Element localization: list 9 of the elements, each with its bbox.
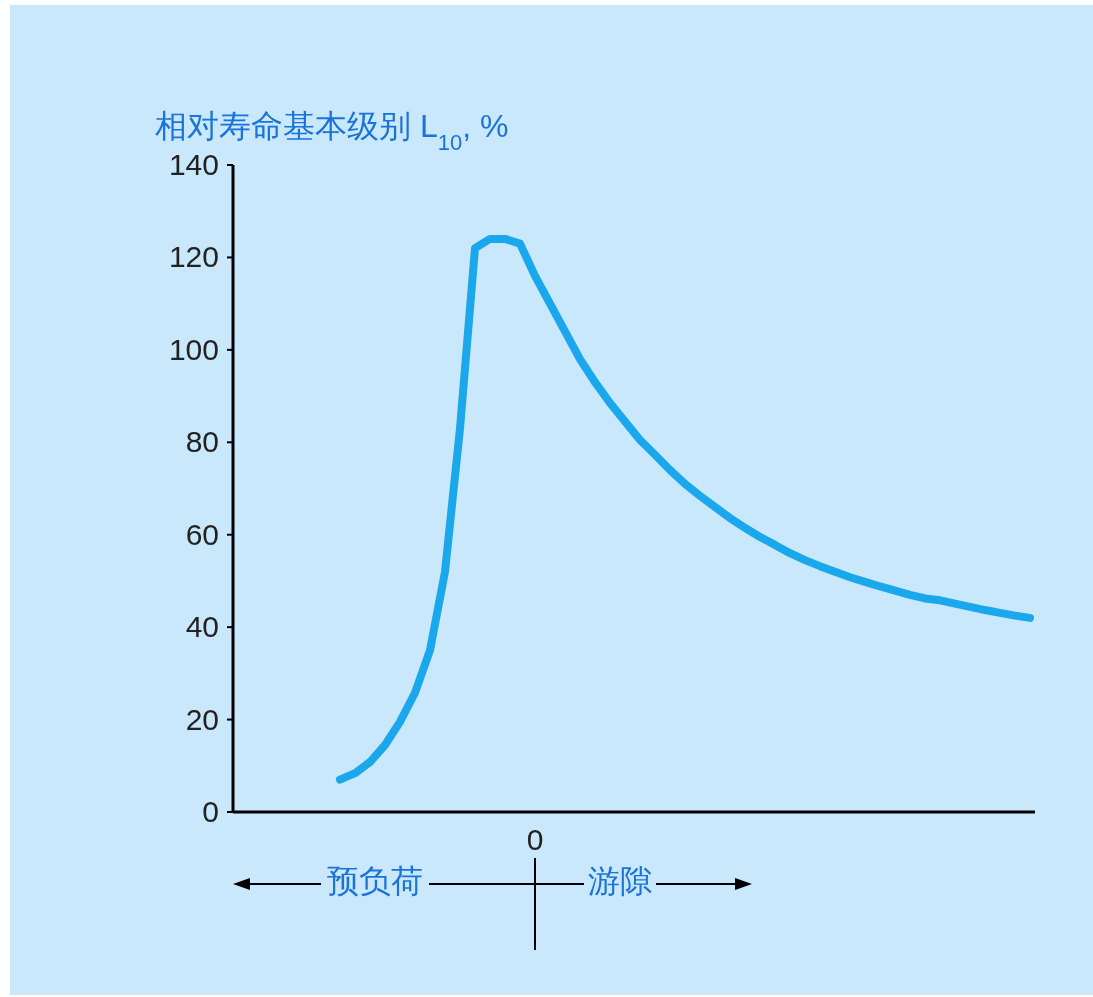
y-tick-label: 80 xyxy=(185,425,219,459)
y-tick-label: 20 xyxy=(185,702,219,736)
text: 游隙 xyxy=(588,862,652,900)
y-tick-label: 60 xyxy=(185,517,219,551)
text: 预负荷 xyxy=(327,862,423,900)
y-tick-label: 100 xyxy=(168,332,219,366)
y-tick-label: 40 xyxy=(185,610,219,644)
y-tick-label: 120 xyxy=(168,240,219,274)
y-tick-label: 0 xyxy=(202,795,219,828)
